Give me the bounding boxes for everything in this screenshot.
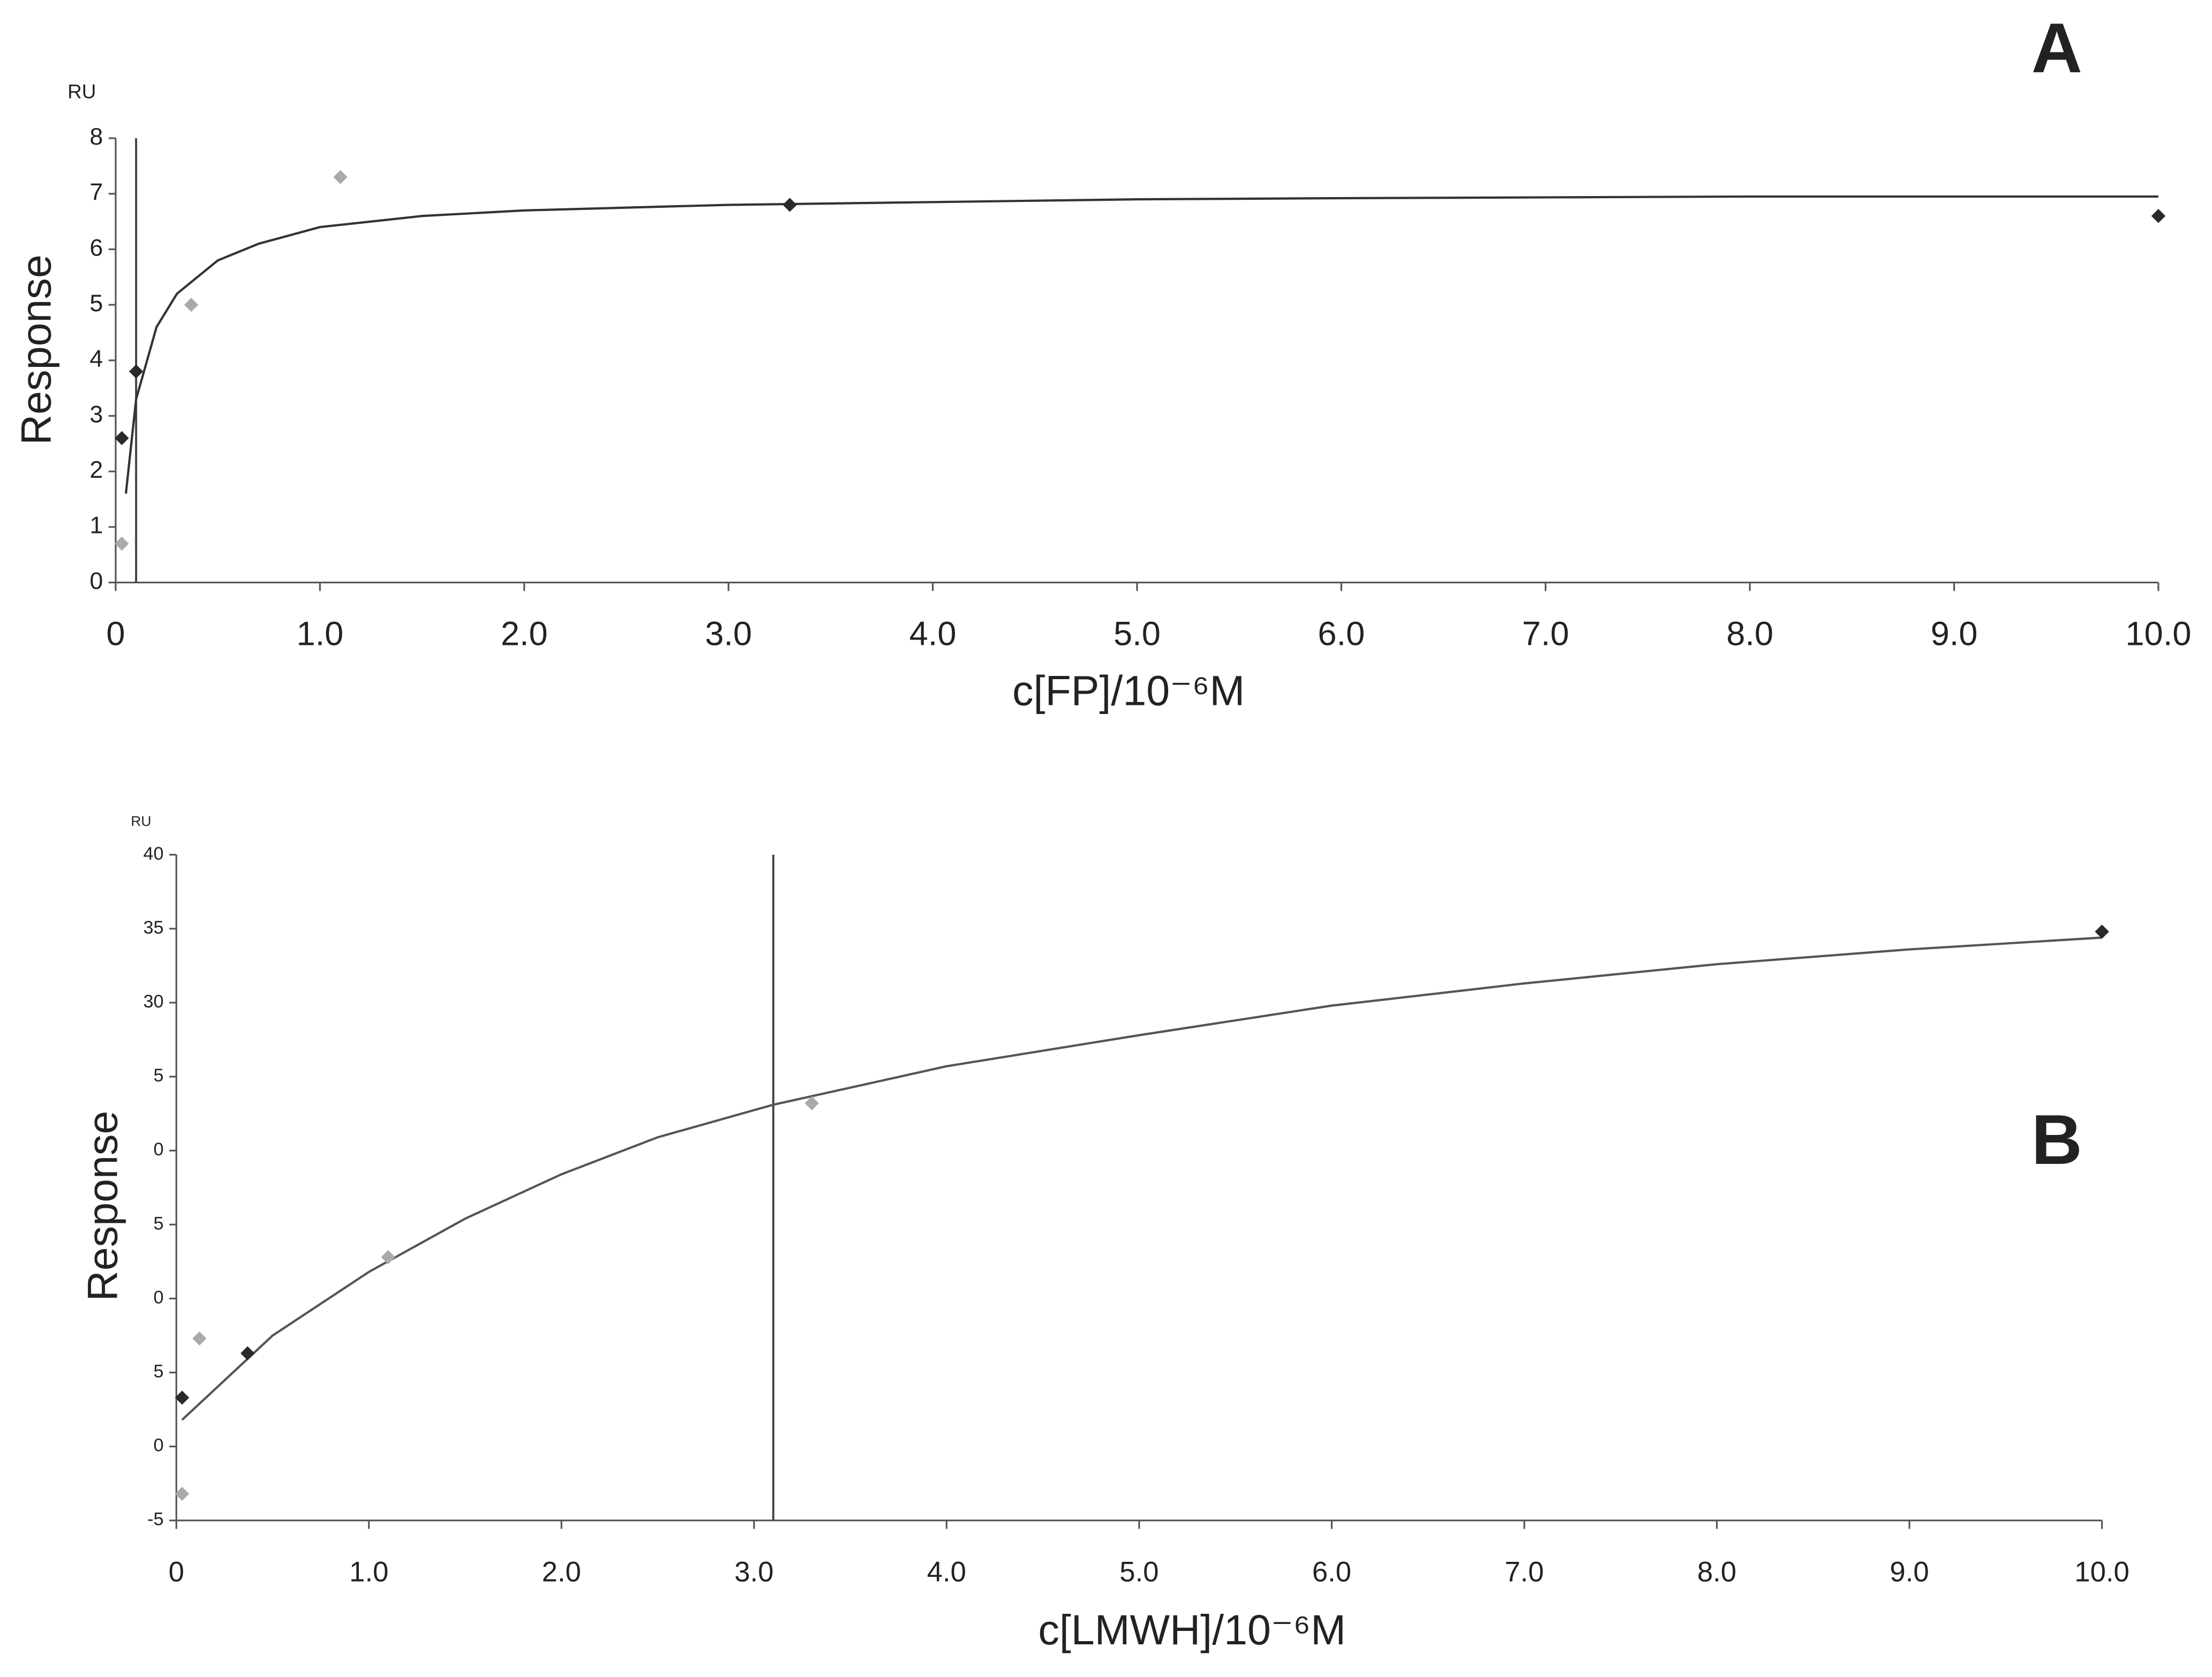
panel-label: A [2032, 9, 2082, 87]
x-tick-label: 5.0 [1119, 1556, 1158, 1588]
x-tick-label: 8.0 [1697, 1556, 1736, 1588]
y-tick-label: 6 [89, 234, 103, 261]
unit-label: RU [67, 81, 96, 103]
data-point [115, 431, 129, 446]
x-tick-label: 10.0 [2074, 1556, 2129, 1588]
y-tick-label: 40 [143, 844, 163, 864]
y-tick-label: 5 [154, 1213, 164, 1234]
data-point [783, 198, 797, 212]
x-axis-label: c[LMWH]/10⁻⁶M [1038, 1606, 1346, 1653]
data-point [175, 1486, 190, 1501]
x-tick-label: 7.0 [1504, 1556, 1544, 1588]
y-tick-label: 0 [154, 1139, 164, 1160]
y-tick-label: -5 [147, 1509, 163, 1530]
x-tick-label: 0 [106, 615, 125, 652]
data-point [2151, 209, 2166, 223]
y-tick-label: 30 [143, 991, 163, 1012]
data-point [333, 170, 348, 184]
y-tick-label: 5 [154, 1065, 164, 1086]
data-point [381, 1250, 395, 1265]
data-point [2095, 924, 2109, 939]
x-tick-label: 6.0 [1312, 1556, 1351, 1588]
data-point [129, 364, 144, 379]
x-tick-label: 7.0 [1522, 615, 1569, 652]
x-tick-label: 3.0 [705, 615, 752, 652]
x-tick-label: 5.0 [1113, 615, 1161, 652]
y-tick-label: 35 [143, 918, 163, 938]
y-tick-label: 0 [154, 1435, 164, 1456]
x-tick-label: 6.0 [1318, 615, 1365, 652]
data-point [240, 1346, 255, 1360]
x-tick-label: 8.0 [1726, 615, 1773, 652]
x-tick-label: 0 [169, 1556, 184, 1588]
y-tick-label: 5 [154, 1362, 164, 1382]
y-tick-label: 5 [89, 290, 103, 317]
x-axis-label: c[FP]/10⁻⁶M [1012, 666, 1245, 714]
data-point [184, 297, 199, 312]
data-point [175, 1390, 190, 1405]
x-tick-label: 2.0 [501, 615, 548, 652]
panel-label: B [2032, 1100, 2082, 1179]
x-tick-label: 1.0 [349, 1556, 388, 1588]
x-tick-label: 4.0 [909, 615, 957, 652]
data-point [115, 536, 129, 551]
fit-curve [181, 936, 2102, 1421]
x-tick-label: 2.0 [542, 1556, 581, 1588]
y-axis-label: Response [78, 1111, 126, 1302]
x-tick-label: 4.0 [927, 1556, 966, 1588]
y-tick-label: 0 [89, 567, 103, 594]
data-point [192, 1331, 207, 1346]
x-tick-label: 9.0 [1890, 1556, 1929, 1588]
y-tick-label: 7 [89, 179, 103, 206]
x-tick-label: 9.0 [1931, 615, 1978, 652]
y-axis-label: Response [12, 254, 60, 445]
fit-curve [124, 195, 2158, 494]
y-tick-label: 3 [89, 401, 103, 427]
x-tick-label: 1.0 [296, 615, 343, 652]
y-tick-label: 8 [89, 123, 103, 150]
data-point [804, 1096, 819, 1110]
x-tick-label: 10.0 [2125, 615, 2191, 652]
y-tick-label: 1 [89, 512, 103, 539]
y-tick-label: 0 [154, 1287, 164, 1307]
y-tick-label: 2 [89, 456, 103, 483]
y-tick-label: 4 [89, 345, 103, 372]
x-tick-label: 3.0 [734, 1556, 773, 1588]
unit-label: RU [131, 813, 151, 829]
